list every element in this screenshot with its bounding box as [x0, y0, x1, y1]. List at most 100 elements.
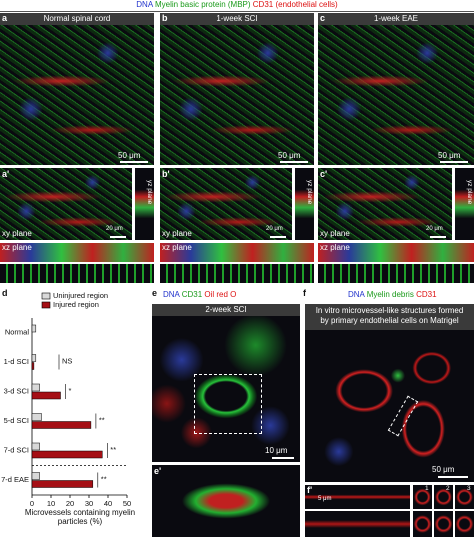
- legend-myelin: Myelin debris: [366, 290, 414, 299]
- bar: [31, 354, 37, 362]
- rule: [0, 11, 474, 12]
- panel-header: [318, 13, 474, 25]
- x-tick-label: 40: [104, 499, 112, 508]
- y-tick-label: 7-d SCI: [4, 446, 29, 455]
- plane-label: yz plane: [146, 180, 153, 205]
- panel-title: In vitro microvessel-like structures for…: [315, 306, 464, 325]
- legend-dna: DNA: [136, 0, 153, 9]
- panel-letter: d: [2, 288, 8, 298]
- legend-cd31: CD31: [416, 290, 437, 299]
- panel-letter: b: [162, 13, 168, 23]
- micrograph: [413, 485, 432, 509]
- micrograph: [413, 511, 432, 537]
- x-tick-label: 0: [30, 499, 34, 508]
- x-tick-label: 20: [66, 499, 74, 508]
- scale-label: 10 μm: [265, 446, 288, 455]
- bar: [31, 383, 40, 392]
- legend-cd31: CD31: [181, 290, 203, 299]
- scale-label: 50 μm: [438, 151, 461, 160]
- significance-label: **: [99, 415, 105, 424]
- bar: [31, 450, 103, 459]
- micrograph: [305, 485, 410, 509]
- panel-legend: DNA Myelin debris CD31: [348, 290, 437, 299]
- scale-label: 20 μm: [266, 226, 283, 232]
- inset-box: [387, 395, 419, 437]
- scale-bar: [272, 457, 294, 459]
- micrograph: [455, 511, 474, 537]
- bar: [31, 421, 92, 429]
- legend-dna: DNA: [348, 290, 365, 299]
- micrograph-3d: [152, 465, 300, 537]
- y-tick-label: 5-d SCI: [4, 416, 29, 425]
- inset-number: 2: [446, 485, 450, 492]
- scale-label: 50 μm: [278, 151, 301, 160]
- y-tick-label: Normal: [5, 328, 30, 337]
- bar: [31, 362, 35, 370]
- legend-mbp: Myelin basic protein (MBP): [154, 0, 251, 9]
- plane-label: yz plane: [306, 180, 313, 205]
- micrograph: [305, 330, 474, 482]
- micrograph: [455, 168, 474, 240]
- scale-bar: [440, 161, 468, 163]
- plane-label: xy plane: [2, 229, 32, 238]
- x-tick-label: 30: [85, 499, 93, 508]
- bar: [31, 391, 61, 400]
- panel-header: [0, 13, 154, 25]
- inset-number: 1: [425, 485, 429, 492]
- inset-box: [194, 374, 262, 434]
- scale-bar: [280, 161, 308, 163]
- panel-header: [160, 13, 314, 25]
- y-tick-label: 1-d SCI: [4, 357, 29, 366]
- panel-letter: e': [154, 466, 162, 476]
- scale-bar: [270, 236, 286, 238]
- panel-letter: c': [320, 169, 328, 179]
- scale-label: 20 μm: [426, 226, 443, 232]
- scale-bar: [430, 236, 446, 238]
- legend-cd31: CD31 (endothelial cells): [252, 0, 338, 9]
- panel-title: 2-week SCI: [205, 305, 247, 314]
- legend-swatch: [41, 292, 51, 300]
- y-tick-label: 7-d EAE: [1, 475, 29, 484]
- micrograph: [0, 243, 154, 262]
- micrograph: [160, 168, 292, 240]
- scale-label: 50 μm: [118, 151, 141, 160]
- significance-label: *: [69, 386, 72, 395]
- significance-label: **: [110, 445, 116, 454]
- panel-letter: f': [307, 485, 313, 495]
- plane-label: xz plane: [2, 243, 32, 252]
- y-tick-label: 3-d SCI: [4, 387, 29, 396]
- scale-bar: [438, 476, 468, 478]
- x-axis-label: Microvessels containing myelin particles…: [24, 508, 136, 526]
- scale-bar: [110, 236, 126, 238]
- micrograph: [152, 316, 300, 462]
- scale-bar: [120, 161, 148, 163]
- legend-label: Uninjured region: [53, 291, 108, 300]
- legend-oil-red: Oil red O: [204, 290, 237, 299]
- panel-title: 1-week SCI: [216, 14, 258, 23]
- panel-title: Normal spinal cord: [43, 14, 111, 23]
- plane-label: xz plane: [320, 243, 350, 252]
- micrograph: [160, 264, 314, 283]
- significance-label: NS: [62, 356, 72, 365]
- bar: [31, 442, 40, 451]
- micrograph: [434, 485, 453, 509]
- panel-letter: a': [2, 169, 10, 179]
- x-tick-label: 50: [123, 499, 131, 508]
- micrograph: [0, 25, 154, 165]
- micrograph: [434, 511, 453, 537]
- micrograph: [318, 25, 474, 165]
- panel-header: [152, 304, 300, 316]
- micrograph: [160, 243, 314, 262]
- bar: [31, 480, 94, 488]
- bar: [31, 324, 37, 333]
- micrograph: [318, 168, 452, 240]
- legend-label: Injured region: [53, 300, 99, 309]
- scale-label: 20 μm: [106, 226, 123, 232]
- panel-title: 1-week EAE: [373, 14, 419, 23]
- x-tick-label: 10: [47, 499, 55, 508]
- panel-legend: DNA CD31 Oil red O: [163, 290, 236, 299]
- micrograph: [318, 243, 474, 262]
- scale-label: 50 μm: [432, 465, 455, 474]
- top-legend: DNA Myelin basic protein (MBP) CD31 (end…: [0, 0, 474, 9]
